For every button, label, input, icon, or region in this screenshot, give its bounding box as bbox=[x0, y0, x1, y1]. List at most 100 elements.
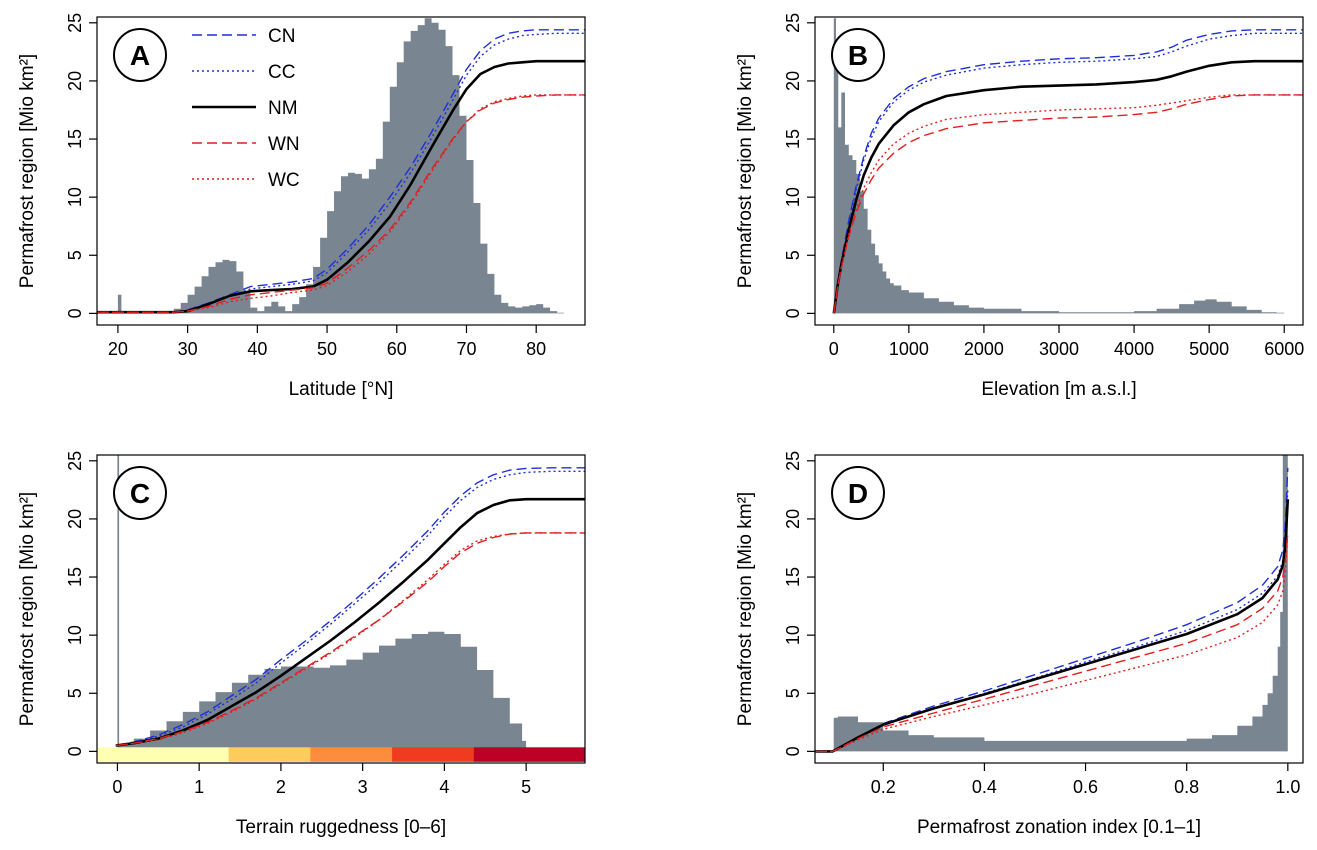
plot-area bbox=[97, 18, 585, 314]
y-tick-label: 25 bbox=[65, 13, 85, 33]
x-tick-label: 20 bbox=[108, 339, 128, 359]
ruggedness-class-4 bbox=[392, 747, 475, 762]
y-tick-label: 20 bbox=[783, 71, 803, 91]
x-tick-label: 0.6 bbox=[1073, 777, 1098, 797]
legend: CN CC NM WN WC bbox=[192, 26, 300, 191]
y-tick-label: 10 bbox=[783, 187, 803, 207]
y-axis-label: Permafrost region [Mio km²] bbox=[17, 54, 38, 288]
y-tick-label: 0 bbox=[783, 308, 803, 318]
y-tick-label: 0 bbox=[783, 746, 803, 756]
panel-letter: B bbox=[848, 40, 868, 71]
legend-label-wn: WN bbox=[268, 134, 300, 155]
x-tick-label: 6000 bbox=[1264, 339, 1304, 359]
plot-frame bbox=[96, 16, 586, 326]
y-tick-label: 25 bbox=[783, 451, 803, 471]
y-axis-label: Permafrost region [Mio km²] bbox=[17, 492, 38, 726]
legend-label-cn: CN bbox=[268, 26, 295, 47]
series-wn bbox=[815, 532, 1289, 753]
y-tick-label: 5 bbox=[65, 250, 85, 260]
x-tick-label: 4000 bbox=[1114, 339, 1154, 359]
ruggedness-class-1 bbox=[97, 747, 230, 762]
y-tick-label: 0 bbox=[65, 746, 85, 756]
ruggedness-class-3 bbox=[310, 747, 393, 762]
histogram bbox=[832, 455, 1288, 752]
x-tick-label: 30 bbox=[178, 339, 198, 359]
y-tick-label: 20 bbox=[65, 509, 85, 529]
y-axis-label: Permafrost region [Mio km²] bbox=[735, 492, 756, 726]
x-tick-label: 0 bbox=[112, 777, 122, 797]
panel-c: 0 1 2 3 4 5 0 5 10 15 20 25 Terrain ruggedness [0–6]… bbox=[17, 451, 586, 838]
histogram bbox=[117, 18, 568, 314]
x-tick-label: 70 bbox=[456, 339, 476, 359]
x-tick-label: 0 bbox=[829, 339, 839, 359]
x-tick-label: 3000 bbox=[1039, 339, 1079, 359]
panel-a: 20 30 40 50 60 70 80 0 5 10 15 20 25 Latitude [°N] Per… bbox=[17, 13, 586, 400]
legend-label-nm: NM bbox=[268, 98, 298, 119]
series-cn bbox=[115, 467, 585, 747]
y-tick-label: 15 bbox=[65, 567, 85, 587]
x-tick-label: 0.8 bbox=[1174, 777, 1199, 797]
series-wn bbox=[97, 94, 585, 313]
panel-letter: A bbox=[130, 40, 150, 71]
series-cn bbox=[97, 29, 585, 313]
ruggedness-class-5 bbox=[473, 747, 585, 762]
y-axis-label: Permafrost region [Mio km²] bbox=[735, 54, 756, 288]
y-tick-label: 15 bbox=[783, 129, 803, 149]
legend-label-wc: WC bbox=[268, 170, 300, 191]
y-tick-label: 25 bbox=[65, 451, 85, 471]
series-wc bbox=[815, 532, 1289, 753]
series-cn bbox=[815, 467, 1289, 753]
panel-b: 0 1000 2000 3000 4000 5000 6000 0 5 10 15 20 25 Eleva… bbox=[735, 13, 1304, 400]
y-tick-label: 25 bbox=[783, 13, 803, 33]
series-cc bbox=[833, 32, 1303, 314]
panel-d: 0.2 0.4 0.6 0.8 1.0 0 5 10 15 20 25 Permafrost zona… bbox=[735, 451, 1304, 838]
series-nm bbox=[115, 497, 585, 747]
panel-letter-circle bbox=[113, 28, 167, 82]
histogram bbox=[833, 18, 1285, 314]
plot-area bbox=[815, 455, 1290, 753]
plot-frame bbox=[814, 454, 1304, 764]
series-nm bbox=[832, 59, 1303, 314]
y-tick-label: 5 bbox=[783, 250, 803, 260]
x-tick-label: 5 bbox=[521, 777, 531, 797]
x-tick-label: 2000 bbox=[964, 339, 1004, 359]
x-tick-label: 2 bbox=[276, 777, 286, 797]
series-cc bbox=[815, 489, 1289, 753]
y-tick-label: 20 bbox=[65, 71, 85, 91]
x-tick-label: 60 bbox=[387, 339, 407, 359]
y-tick-label: 15 bbox=[783, 567, 803, 587]
series-wn bbox=[115, 532, 585, 747]
x-axis-label: Terrain ruggedness [0–6] bbox=[236, 817, 446, 838]
y-tick-label: 10 bbox=[783, 625, 803, 645]
y-tick-label: 10 bbox=[65, 187, 85, 207]
x-tick-label: 1 bbox=[194, 777, 204, 797]
x-tick-label: 0.2 bbox=[871, 777, 896, 797]
x-axis-label: Elevation [m a.s.l.] bbox=[981, 379, 1136, 400]
x-tick-label: 5000 bbox=[1189, 339, 1229, 359]
plot-area bbox=[97, 455, 585, 762]
series-wc bbox=[115, 532, 585, 747]
series-wn bbox=[833, 94, 1303, 314]
x-tick-label: 80 bbox=[526, 339, 546, 359]
y-tick-label: 20 bbox=[783, 509, 803, 529]
ruggedness-class-2 bbox=[228, 747, 311, 762]
y-tick-label: 5 bbox=[783, 688, 803, 698]
x-axis-label: Permafrost zonation index [0.1–1] bbox=[917, 817, 1201, 838]
panel-letter: D bbox=[848, 478, 868, 509]
series-nm bbox=[97, 59, 585, 314]
panel-letter-circle bbox=[831, 466, 885, 520]
plot-area bbox=[832, 18, 1303, 314]
x-tick-label: 0.4 bbox=[972, 777, 997, 797]
series-cn bbox=[833, 29, 1303, 314]
x-tick-label: 4 bbox=[439, 777, 449, 797]
series-nm bbox=[815, 499, 1290, 753]
x-tick-label: 1.0 bbox=[1275, 777, 1300, 797]
x-tick-label: 3 bbox=[358, 777, 368, 797]
legend-label-cc: CC bbox=[268, 62, 295, 83]
y-tick-label: 15 bbox=[65, 129, 85, 149]
x-tick-label: 40 bbox=[247, 339, 267, 359]
panel-letter-circle bbox=[831, 28, 885, 82]
histogram bbox=[117, 455, 527, 752]
x-tick-label: 1000 bbox=[889, 339, 929, 359]
